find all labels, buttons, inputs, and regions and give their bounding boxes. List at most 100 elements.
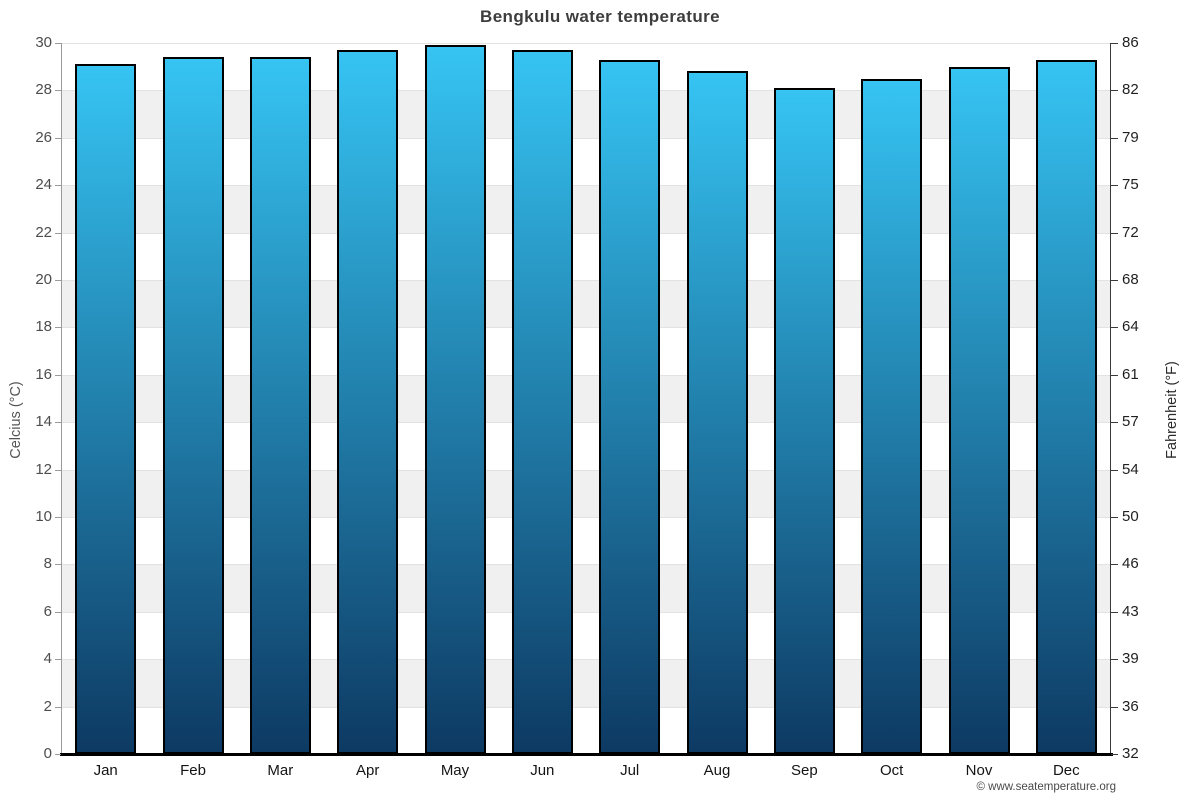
x-tick-label-aug: Aug [703, 762, 731, 779]
y-tick-label-celsius: 18 [35, 318, 52, 336]
y-tick-mark-right [1111, 754, 1118, 755]
y-tick-mark-right [1111, 43, 1118, 44]
y-tick-label-celsius: 4 [43, 650, 52, 668]
y-tick-label-celsius: 24 [35, 176, 52, 194]
y-tick-mark-left [55, 137, 61, 139]
bar-may [424, 45, 486, 754]
y-tick-label-fahrenheit: 86 [1122, 34, 1139, 51]
y-tick-mark-right [1111, 564, 1118, 566]
y-tick-mark-left [55, 280, 61, 281]
chart-title: Bengkulu water temperature [480, 7, 720, 26]
y-tick-mark-left [55, 564, 61, 566]
y-tick-mark-right [1111, 232, 1118, 234]
bar-dec [1035, 59, 1097, 754]
x-tick-label-jun: Jun [530, 762, 555, 779]
bar-jan [75, 64, 137, 754]
grid-band [62, 374, 1110, 423]
x-tick-label-mar: Mar [267, 762, 294, 779]
y-tick-label-fahrenheit: 79 [1122, 128, 1139, 146]
x-tick-label-sep: Sep [790, 762, 818, 779]
bar-feb [162, 57, 224, 754]
y-tick-mark-right [1111, 517, 1118, 518]
bar-mar [249, 57, 311, 754]
gridline [62, 517, 1110, 518]
y-tick-mark-right [1111, 137, 1118, 139]
y-tick-mark-right [1111, 422, 1118, 424]
gridline [62, 374, 1110, 376]
y-tick-label-fahrenheit: 36 [1122, 697, 1139, 715]
bar-nov [948, 66, 1010, 754]
y-tick-mark-left [55, 327, 61, 329]
x-tick-label-feb: Feb [180, 762, 206, 779]
y-tick-label-celsius: 20 [35, 271, 52, 288]
y-tick-label-celsius: 0 [43, 745, 52, 762]
gridline [62, 137, 1110, 139]
y-tick-label-fahrenheit: 82 [1122, 81, 1139, 99]
y-tick-label-fahrenheit: 64 [1122, 318, 1139, 336]
y-tick-label-fahrenheit: 75 [1122, 176, 1139, 194]
y-tick-mark-left [55, 517, 61, 518]
x-tick-label-may: May [440, 762, 470, 779]
y-tick-mark-right [1111, 469, 1118, 471]
y-tick-label-celsius: 12 [35, 460, 52, 478]
y-tick-label-fahrenheit: 68 [1122, 271, 1139, 288]
y-tick-label-fahrenheit: 72 [1122, 223, 1139, 241]
gridline [62, 185, 1110, 187]
x-axis-line [60, 753, 1113, 756]
gridline [62, 232, 1110, 234]
y-tick-mark-right [1111, 327, 1118, 329]
y-tick-label-fahrenheit: 32 [1122, 745, 1139, 762]
bar-aug [686, 71, 748, 754]
bar-jul [599, 59, 661, 754]
bar-oct [861, 78, 923, 754]
y-tick-mark-left [55, 90, 61, 92]
y-tick-label-fahrenheit: 61 [1122, 365, 1139, 383]
y-tick-mark-left [55, 706, 61, 708]
y-tick-mark-right [1111, 280, 1118, 281]
y-tick-mark-left [55, 659, 61, 661]
y-tick-mark-right [1111, 659, 1118, 661]
y-tick-label-celsius: 8 [43, 555, 52, 573]
grid-band [62, 90, 1110, 138]
y-tick-label-celsius: 16 [35, 365, 52, 383]
x-tick-label-apr: Apr [355, 762, 380, 779]
grid-band [62, 280, 1110, 328]
y-tick-label-fahrenheit: 57 [1122, 413, 1139, 431]
y-tick-label-celsius: 26 [35, 128, 52, 146]
grid-band [62, 659, 1110, 707]
y-tick-mark-left [55, 374, 61, 376]
gridline [62, 90, 1110, 92]
gridline [62, 422, 1110, 424]
gridline [62, 43, 1110, 44]
y-tick-label-fahrenheit: 50 [1122, 508, 1139, 525]
x-tick-label-dec: Dec [1052, 762, 1080, 779]
gridline [62, 564, 1110, 566]
y-tick-mark-left [55, 422, 61, 424]
y-tick-label-fahrenheit: 43 [1122, 602, 1139, 620]
gridline [62, 611, 1110, 613]
y-tick-label-celsius: 10 [35, 508, 52, 525]
y-tick-label-fahrenheit: 46 [1122, 555, 1139, 573]
x-tick-label-oct: Oct [879, 762, 904, 779]
y-tick-label-fahrenheit: 39 [1122, 650, 1139, 668]
gridline [62, 469, 1110, 471]
y-tick-mark-right [1111, 185, 1118, 187]
y-tick-mark-left [55, 469, 61, 471]
y-tick-label-celsius: 2 [43, 697, 52, 715]
gridline [62, 706, 1110, 708]
gridline [62, 280, 1110, 281]
y-tick-label-fahrenheit: 54 [1122, 460, 1139, 478]
grid-band [62, 564, 1110, 612]
y-tick-mark-right [1111, 706, 1118, 708]
grid-band [62, 185, 1110, 233]
bar-jun [511, 50, 573, 754]
y-tick-label-celsius: 22 [35, 223, 52, 241]
y-tick-mark-left [55, 43, 61, 44]
y-tick-mark-left [55, 232, 61, 234]
y-axis-line-left [61, 43, 62, 754]
y-axis-line-right [1110, 43, 1111, 754]
watermark-credit: © www.seatemperature.org [976, 781, 1116, 793]
y-tick-label-celsius: 6 [43, 602, 52, 620]
bar-apr [337, 50, 399, 754]
